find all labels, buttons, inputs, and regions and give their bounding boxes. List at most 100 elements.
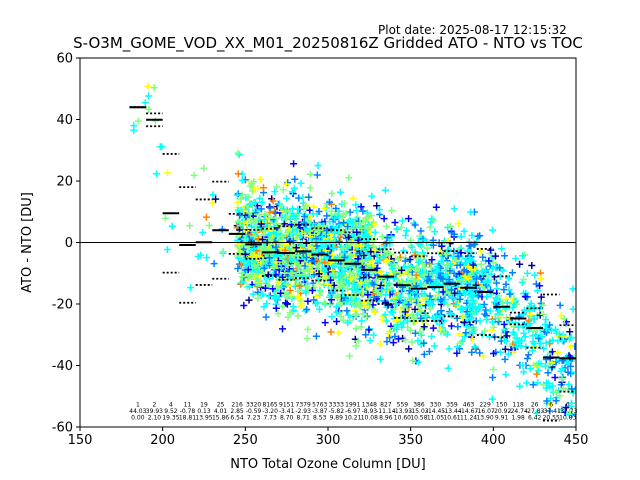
scatter-point: [344, 223, 352, 231]
scatter-point: [405, 301, 413, 309]
scatter-point: [269, 285, 277, 293]
scatter-point: [420, 294, 427, 302]
bin-std-label: 2.10: [148, 415, 162, 422]
scatter-point: [330, 239, 338, 247]
scatter-point: [200, 164, 208, 172]
y-tick-label: -60: [52, 421, 73, 436]
scatter-point: [376, 268, 384, 276]
scatter-point: [523, 379, 531, 387]
scatter-point: [304, 325, 312, 333]
bin-std-label: 10.21: [344, 415, 361, 422]
scatter-point: [212, 195, 220, 203]
scatter-point: [273, 183, 280, 191]
scatter-point: [295, 263, 303, 271]
scatter-point: [411, 265, 419, 273]
scatter-point: [283, 280, 291, 288]
scatter-point: [254, 294, 262, 302]
scatter-point: [399, 319, 407, 327]
scatter-point: [203, 254, 211, 262]
scatter-point: [371, 220, 378, 228]
scatter-point: [346, 208, 354, 216]
scatter-point: [335, 212, 343, 220]
scatter-point: [351, 280, 358, 288]
scatter-point: [336, 188, 344, 196]
scatter-point: [506, 290, 514, 298]
scatter-point: [245, 283, 253, 291]
scatter-point: [496, 264, 504, 272]
scatter-point: [559, 333, 567, 341]
scatter-point: [340, 210, 348, 218]
scatter-point: [405, 215, 413, 223]
scatter-point: [315, 270, 323, 278]
scatter-point: [447, 222, 455, 230]
scatter-point: [502, 295, 510, 303]
scatter-point: [420, 339, 428, 347]
scatter-point: [488, 265, 496, 273]
scatter-point: [243, 260, 251, 268]
scatter-point: [325, 238, 333, 246]
scatter-point: [330, 263, 337, 271]
scatter-point: [150, 84, 158, 92]
scatter-point: [534, 379, 541, 387]
scatter-point: [416, 279, 424, 287]
scatter-point: [320, 205, 328, 212]
scatter-point: [345, 240, 353, 248]
scatter-point: [431, 342, 438, 350]
scatter-point: [391, 269, 399, 277]
scatter-point: [236, 222, 244, 230]
scatter-point: [284, 228, 292, 236]
scatter-point: [251, 199, 259, 207]
scatter-point: [282, 299, 290, 307]
scatter-point: [440, 317, 448, 325]
scatter-point: [286, 215, 294, 223]
scatter-point: [329, 215, 337, 223]
scatter-point: [359, 257, 367, 265]
scatter-point: [359, 288, 367, 295]
scatter-point: [533, 361, 540, 369]
scatter-point: [310, 203, 317, 211]
scatter-point: [161, 214, 169, 222]
scatter-point: [261, 226, 269, 234]
scatter-point: [444, 301, 452, 309]
scatter-point: [498, 245, 506, 253]
scatter-point: [255, 280, 263, 288]
scatter-point: [384, 301, 392, 309]
scatter-point: [500, 286, 508, 294]
scatter-point: [459, 314, 467, 321]
scatter-point: [288, 231, 296, 239]
scatter-point: [376, 340, 384, 348]
scatter-point: [404, 323, 412, 331]
scatter-point: [246, 201, 254, 209]
scatter-point: [461, 332, 469, 340]
scatter-point: [398, 217, 406, 225]
scatter-point: [502, 337, 510, 345]
scatter-point: [151, 117, 159, 125]
scatter-point: [395, 255, 402, 263]
scatter-point: [271, 295, 279, 303]
bin-mean-label: -15.03: [409, 408, 429, 415]
scatter-point: [414, 358, 422, 366]
bin-count-label: 359: [446, 402, 458, 409]
scatter-point: [357, 242, 365, 250]
scatter-point: [569, 305, 576, 313]
scatter-point: [476, 317, 484, 325]
scatter-point: [500, 320, 508, 328]
y-tick-label: 40: [56, 113, 73, 128]
scatter-point: [294, 312, 302, 320]
scatter-point: [259, 290, 267, 298]
scatter-point: [411, 221, 419, 229]
scatter-point: [411, 329, 419, 337]
scatter-point: [320, 299, 328, 307]
scatter-point: [391, 333, 399, 340]
scatter-point: [417, 331, 425, 339]
scatter-point: [406, 294, 414, 302]
bin-std-label: 13.95: [195, 415, 212, 422]
scatter-point: [364, 291, 372, 299]
bin-std-label: 8.53: [313, 415, 327, 422]
scatter-point: [523, 355, 531, 362]
scatter-point: [560, 315, 568, 323]
scatter-point: [529, 347, 537, 354]
bin-mean-label: -3.87: [312, 408, 328, 415]
scatter-point: [294, 252, 302, 259]
scatter-point: [304, 297, 312, 305]
